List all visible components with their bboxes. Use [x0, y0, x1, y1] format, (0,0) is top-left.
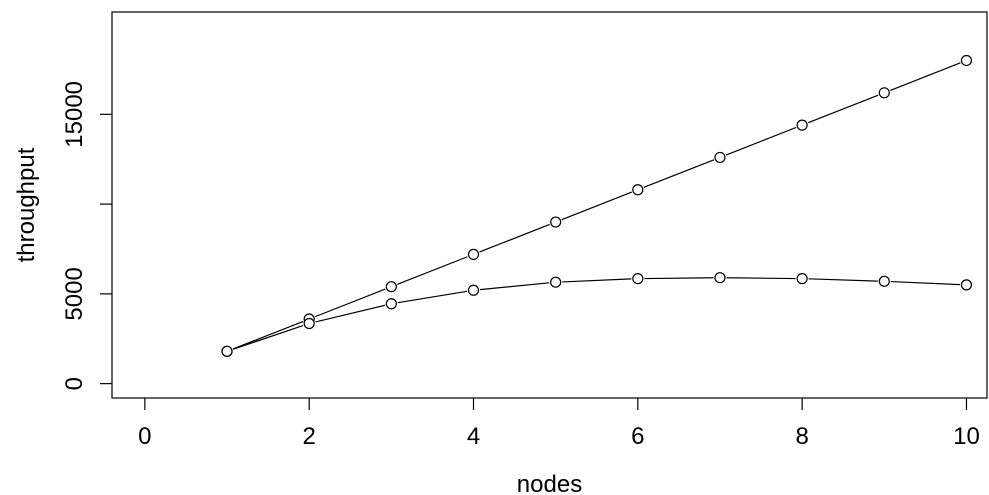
series-1: [221, 54, 973, 357]
x-tick-label: 2: [303, 423, 316, 450]
series-1-segment: [397, 256, 468, 285]
series-1-segment: [479, 223, 550, 253]
x-tick-label: 6: [631, 423, 644, 450]
series-1-segment: [890, 62, 961, 91]
series-2-segment: [808, 278, 878, 282]
x-tick-label: 0: [138, 423, 151, 450]
series-1-segment: [643, 159, 715, 188]
x-tick-label: 8: [795, 423, 808, 450]
series-2-point: [714, 272, 726, 284]
series-2-point: [385, 298, 397, 310]
series-1-point: [714, 151, 726, 164]
series-1-segment: [807, 94, 879, 124]
y-tick-label: 15000: [61, 81, 88, 148]
series-2-point: [550, 276, 562, 288]
series-1-point: [960, 54, 973, 67]
series-1-point: [385, 281, 397, 293]
series-2-point: [796, 273, 808, 285]
series-1-point: [467, 248, 480, 260]
series-2-point: [878, 275, 890, 287]
series-2-segment: [232, 325, 304, 350]
series-2-segment: [397, 290, 468, 304]
series-1-point: [796, 119, 808, 131]
plot-frame: [111, 11, 988, 399]
series-2-segment: [315, 304, 386, 323]
x-tick-label: 4: [467, 423, 480, 450]
y-axis-title: throughput: [13, 147, 40, 262]
x-tick-label: 10: [953, 423, 980, 450]
series-2: [221, 272, 973, 357]
series-2-point: [221, 345, 233, 357]
series-1-segment: [232, 320, 304, 350]
y-tick-label: 0: [61, 377, 88, 390]
series-2-point: [632, 273, 644, 285]
series-2-segment: [726, 277, 796, 280]
series-2-segment: [644, 277, 714, 280]
series-1-segment: [561, 191, 632, 221]
series-2-segment: [479, 282, 550, 291]
series-1-point: [632, 184, 644, 196]
series-2-segment: [562, 278, 632, 283]
y-tick-label: 5000: [61, 267, 88, 320]
x-axis-title: nodes: [517, 471, 582, 495]
series-1-point: [550, 216, 562, 228]
axes: 0 2 4 6 8 10 0 5000 15000: [61, 11, 988, 450]
series-group: [221, 54, 973, 357]
series-2-point: [467, 284, 480, 296]
series-1-point: [878, 87, 890, 99]
series-1-segment: [315, 288, 386, 318]
series-1-segment: [725, 126, 797, 156]
series-2-segment: [890, 280, 960, 286]
series-2-point: [960, 279, 973, 291]
series-2-point: [303, 317, 315, 330]
